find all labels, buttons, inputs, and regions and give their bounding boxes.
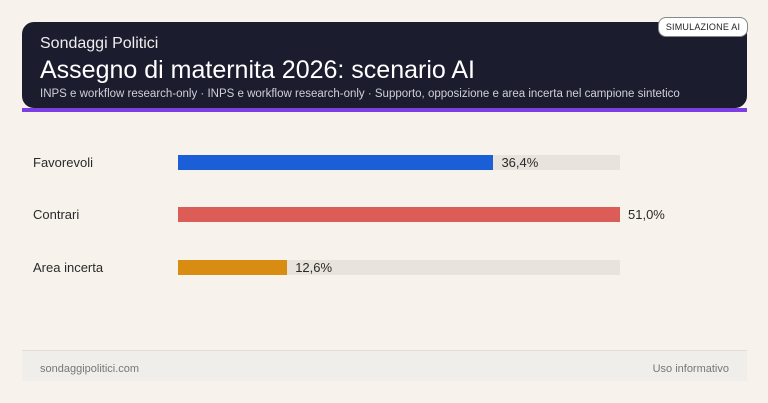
- bar: [178, 260, 288, 275]
- bar: [178, 155, 494, 170]
- footer-site: sondaggipolitici.com: [40, 363, 140, 375]
- subtitle: INPS e workflow research-only · INPS e w…: [40, 88, 680, 100]
- bar-row: Contrari 51,0%: [0, 205, 768, 225]
- header: Sondaggi Politici Assegno di maternita 2…: [22, 22, 747, 108]
- bar-row: Area incerta 12,6%: [0, 258, 768, 278]
- value-label: 36,4%: [501, 155, 539, 170]
- accent-bar: [22, 108, 747, 112]
- category-label: Area incerta: [33, 260, 104, 275]
- brand: Sondaggi Politici: [40, 35, 159, 52]
- value-label: 51,0%: [628, 207, 665, 222]
- bar-track: [178, 260, 620, 275]
- simulation-badge: SIMULAZIONE AI: [658, 17, 748, 37]
- bar: [178, 207, 620, 222]
- value-label: 12,6%: [295, 260, 333, 275]
- category-label: Favorevoli: [33, 155, 93, 170]
- bar-row: Favorevoli 36,4%: [0, 153, 768, 173]
- category-label: Contrari: [33, 207, 80, 222]
- page-title: Assegno di maternita 2026: scenario AI: [40, 56, 475, 84]
- footer-note: Uso informativo: [652, 363, 729, 375]
- footer: sondaggipolitici.com Uso informativo: [22, 350, 747, 381]
